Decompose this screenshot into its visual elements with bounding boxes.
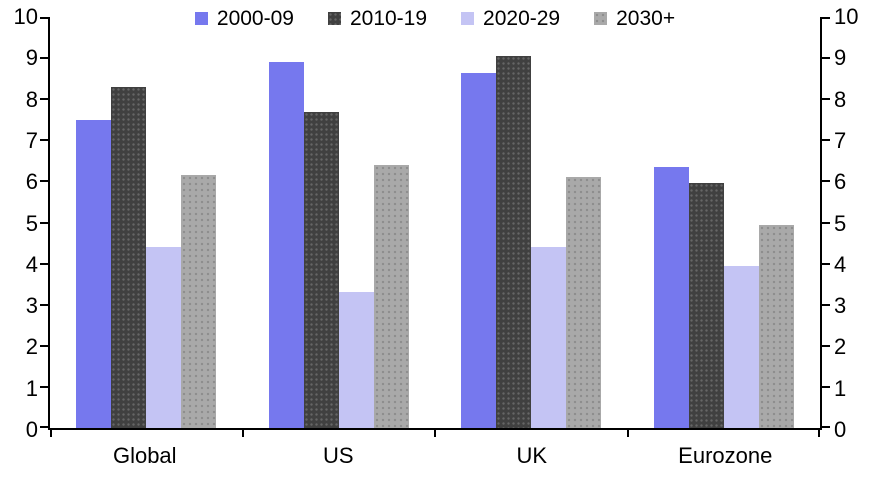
y-tick-mark [822, 98, 830, 101]
y-tick-mark [822, 385, 830, 388]
y-tick-label-right: 1 [834, 375, 847, 401]
x-tick-mark [241, 430, 244, 437]
y-tick-mark [822, 426, 830, 428]
y-tick-label-right: 3 [834, 293, 847, 319]
bar-group-uk [435, 17, 628, 428]
y-tick-mark [40, 303, 48, 306]
bar-2030+-us [373, 164, 409, 428]
y-tick-mark [822, 139, 830, 142]
bar-2000-09-uk [461, 72, 497, 428]
y-tick-label-right: 7 [834, 127, 847, 153]
y-tick-mark [40, 221, 48, 224]
bar-2000-09-us [268, 62, 304, 428]
y-tick-label-right: 8 [834, 86, 847, 112]
y-tick-label-left: 5 [25, 210, 38, 236]
bar-2020-29-us [338, 292, 374, 428]
y-tick-mark [822, 57, 830, 60]
x-tick-mark [50, 430, 52, 437]
y-tick-label-left: 6 [25, 169, 38, 195]
y-tick-label-left: 3 [25, 293, 38, 319]
y-tick-label-right: 2 [834, 334, 847, 360]
legend-swatch-icon [594, 11, 608, 25]
bar-2010-19-global [111, 86, 147, 428]
bars-container [50, 17, 820, 428]
y-tick-mark [40, 385, 48, 388]
y-tick-label-left: 10 [13, 4, 38, 29]
y-tick-label-right: 9 [834, 45, 847, 71]
y-tick-mark [822, 262, 830, 265]
legend-item: 2030+ [594, 8, 675, 29]
y-tick-label-left: 9 [25, 45, 38, 71]
bar-group-global [50, 17, 243, 428]
y-tick-label-left: 7 [25, 127, 38, 153]
category-label: Global [112, 443, 177, 468]
y-tick-label-left: 0 [25, 417, 38, 442]
y-axis-left-labels: 0 1 2 3 4 5 6 7 8 9 10 [0, 6, 38, 441]
y-axis-right-labels: 0 1 2 3 4 5 6 7 8 9 10 [834, 6, 872, 441]
y-tick-mark [822, 344, 830, 347]
category-label: UK [516, 443, 548, 468]
y-tick-label-right: 10 [834, 4, 859, 29]
y-tick-label-right: 4 [834, 251, 847, 277]
bar-group-eurozone [628, 17, 821, 428]
legend-item: 2020-29 [461, 8, 560, 29]
legend-item: 2010-19 [327, 6, 428, 30]
legend-swatch-icon [461, 11, 475, 25]
y-tick-label-left: 1 [25, 375, 38, 401]
y-tick-label-right: 0 [834, 417, 847, 442]
bar-2020-29-eurozone [723, 265, 759, 428]
y-tick-mark [40, 17, 48, 19]
legend-label: 2030+ [616, 6, 676, 30]
y-tick-mark [822, 17, 830, 19]
legend-item: 2000-09 [194, 6, 294, 30]
y-tick-mark [40, 426, 48, 428]
bar-2030+-global [181, 175, 217, 428]
y-tick-label-right: 5 [834, 210, 847, 236]
bar-2010-19-us [303, 111, 339, 428]
category-label: Eurozone [678, 443, 773, 468]
y-tick-mark [822, 180, 830, 183]
category-label: US [322, 443, 354, 468]
y-tick-mark [40, 139, 48, 142]
legend-swatch-icon [194, 11, 208, 25]
bar-2030+-uk [566, 177, 602, 428]
x-tick-mark [626, 430, 629, 437]
bar-2000-09-eurozone [653, 167, 689, 428]
bar-group-us [243, 17, 436, 428]
legend-label: 2000-09 [216, 6, 294, 30]
y-tick-label-left: 4 [25, 251, 38, 277]
y-tick-mark [822, 303, 830, 306]
legend-label: 2010-19 [349, 6, 428, 30]
bar-2020-29-uk [531, 247, 567, 428]
bar-2030+-eurozone [758, 224, 794, 428]
y-tick-mark [40, 57, 48, 60]
y-tick-mark [40, 344, 48, 347]
y-tick-mark [40, 262, 48, 265]
legend-label: 2020-29 [483, 6, 561, 30]
plot-area [40, 17, 830, 437]
bar-2010-19-eurozone [688, 183, 724, 428]
x-tick-mark [818, 430, 820, 437]
legend-swatch-icon [327, 11, 341, 25]
y-tick-mark [40, 180, 48, 183]
y-tick-label-left: 8 [25, 86, 38, 112]
y-tick-label-left: 2 [25, 334, 38, 360]
y-tick-mark [822, 221, 830, 224]
chart-legend: 2000-09 2010-19 2020-29 2030+ [48, 5, 822, 31]
bar-2020-29-global [146, 247, 182, 428]
x-axis-labels: Global US UK Eurozone [48, 443, 822, 469]
bar-2010-19-uk [496, 56, 532, 428]
bar-2000-09-global [76, 119, 112, 428]
y-tick-mark [40, 98, 48, 101]
y-tick-label-right: 6 [834, 169, 847, 195]
x-tick-mark [434, 430, 436, 437]
